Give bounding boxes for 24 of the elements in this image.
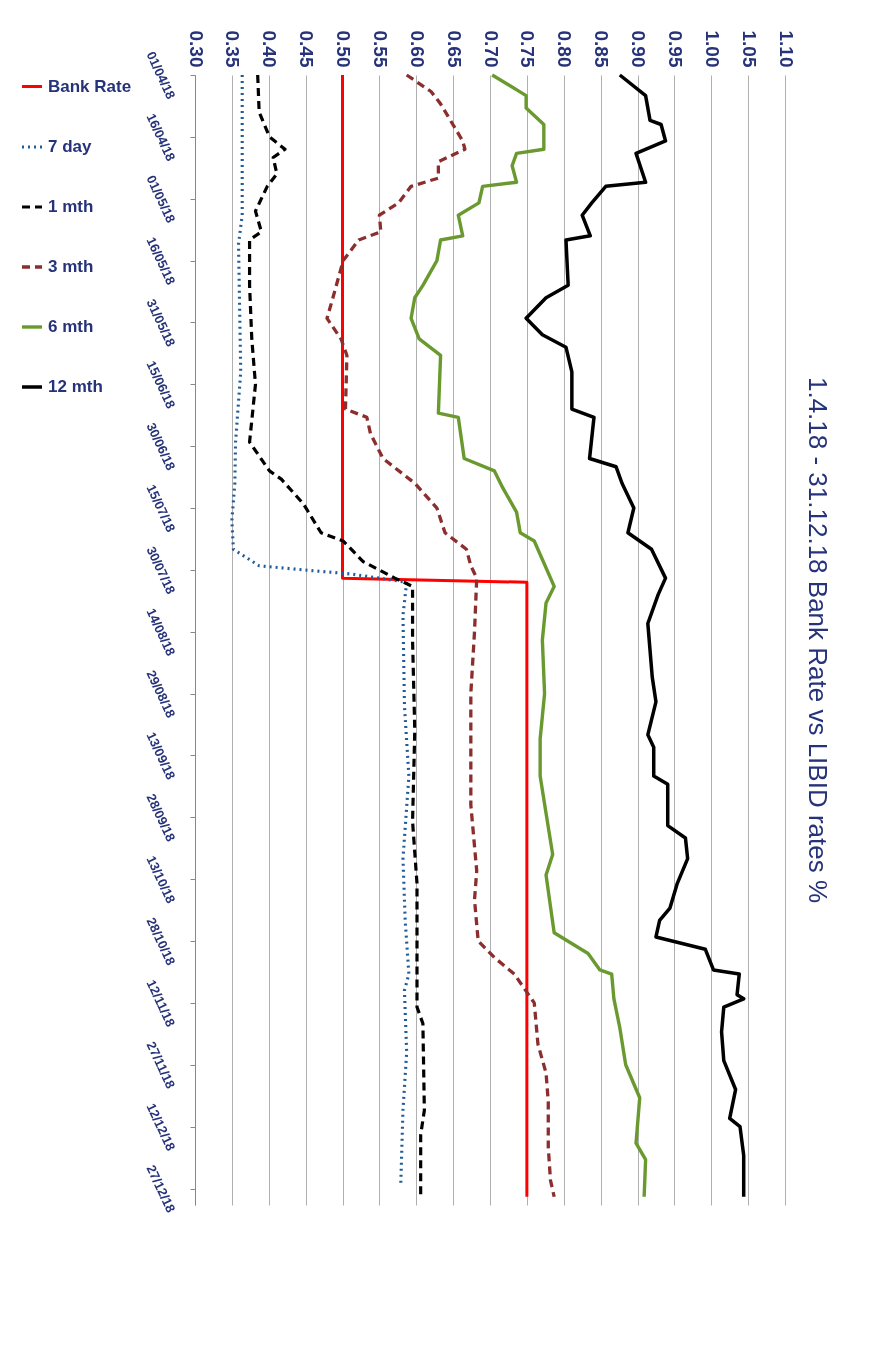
legend-label: 1 mth [48, 197, 94, 216]
x-tick-label: 0.75 [517, 30, 539, 68]
x-tick-label: 1.05 [738, 30, 760, 68]
text: 1.4.18 - 31.12.18 Bank Rate vs LIBID rates % [803, 376, 833, 904]
x-tick-label: 0.95 [664, 30, 686, 68]
legend-label: 3 mth [48, 257, 94, 276]
legend-label: 6 mth [48, 317, 94, 336]
legend-label: Bank Rate [48, 76, 132, 96]
x-tick-label: 0.80 [554, 30, 576, 68]
x-tick-label: 0.50 [333, 30, 354, 68]
x-tick-label: 0.70 [480, 30, 502, 68]
x-tick-label: 0.40 [259, 30, 281, 68]
x-tick-label: 0.45 [296, 30, 318, 68]
x-tick-label: 0.85 [591, 30, 613, 68]
x-tick-label: 0.60 [406, 30, 428, 68]
legend-label: 12 mth [48, 377, 103, 396]
x-tick-label: 0.90 [628, 30, 649, 68]
x-tick-label: 0.65 [443, 30, 465, 68]
x-tick-label: 1.10 [775, 30, 797, 68]
x-tick-label: 0.55 [369, 30, 391, 68]
x-tick-label: 0.30 [185, 30, 207, 68]
x-tick-label: 1.00 [701, 30, 723, 68]
x-tick-label: 0.35 [222, 30, 244, 68]
legend-label: 7 day [48, 137, 93, 156]
